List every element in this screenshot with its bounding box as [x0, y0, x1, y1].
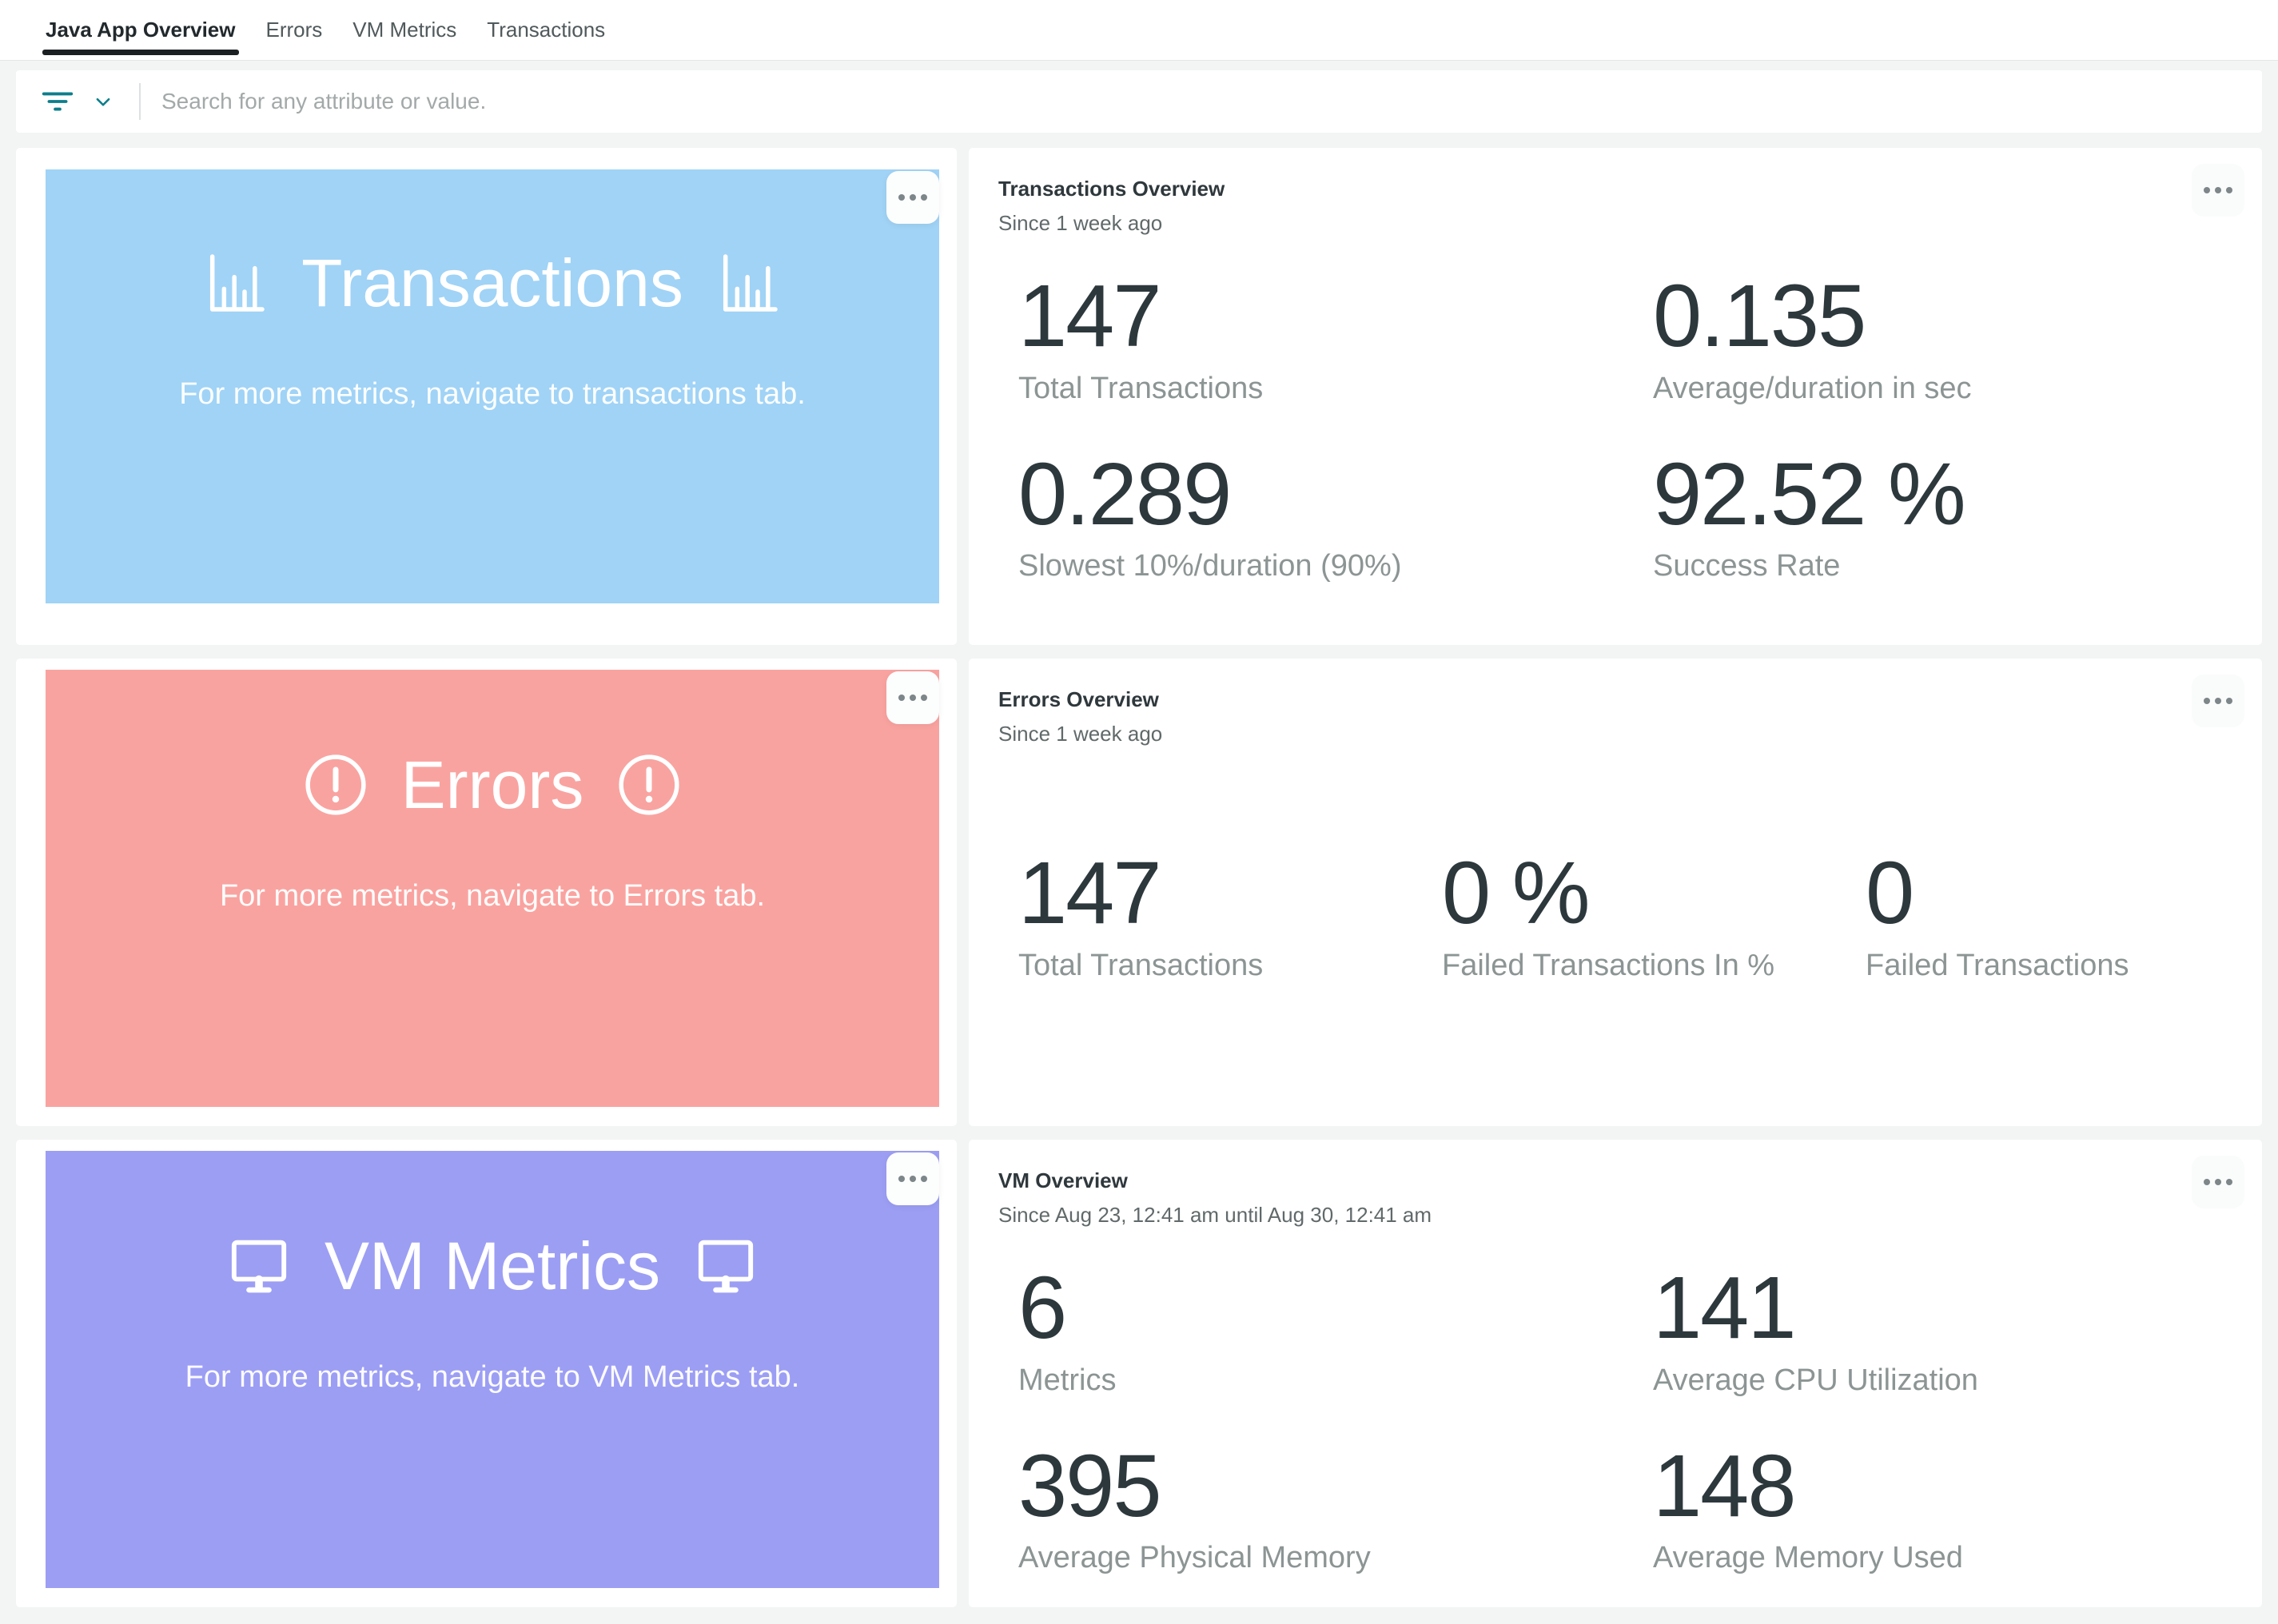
metric-value: 0 [1866, 844, 1914, 943]
metrics-grid: 147 Total Transactions 0 % Failed Transa… [1018, 846, 2230, 983]
bar-chart-icon [723, 254, 778, 312]
alert-circle-icon [619, 754, 679, 816]
banner-subtitle: For more metrics, navigate to Errors tab… [219, 878, 766, 913]
search-input[interactable] [161, 89, 2241, 114]
metric-average-memory-used: 148 Average Memory Used [1653, 1439, 2230, 1576]
transactions-banner-card: Transactions For more metrics, navigate … [16, 148, 957, 645]
overview-time-range: Since 1 week ago [998, 722, 1163, 746]
tab-errors[interactable]: Errors [265, 18, 323, 42]
metric-value: 141 [1653, 1259, 1797, 1357]
vm-overview-card: VM Overview Since Aug 23, 12:41 am until… [969, 1140, 2262, 1607]
transactions-overview-card: Transactions Overview Since 1 week ago 1… [969, 148, 2262, 645]
metric-metrics-count: 6 Metrics [1018, 1261, 1653, 1398]
metric-label: Total Transactions [1018, 948, 1264, 982]
ellipsis-menu-button[interactable] [886, 171, 939, 224]
metric-slowest-duration: 0.289 Slowest 10%/duration (90%) [1018, 444, 1653, 584]
metric-label: Success Rate [1653, 549, 1841, 583]
row-vm-metrics: VM Metrics For more metrics, navigate to… [16, 1140, 2262, 1607]
metric-value: 395 [1018, 1436, 1162, 1535]
ellipsis-menu-button[interactable] [886, 1152, 939, 1205]
ellipsis-menu-button[interactable] [2192, 675, 2244, 727]
metric-value: 148 [1653, 1436, 1797, 1535]
metric-value: 6 [1018, 1259, 1067, 1357]
metric-label: Average Memory Used [1653, 1541, 1963, 1575]
metric-total-transactions: 147 Total Transactions [1018, 846, 1442, 983]
metric-label: Average CPU Utilization [1653, 1363, 1978, 1397]
errors-banner-card: Errors For more metrics, navigate to Err… [16, 659, 957, 1126]
metric-label: Average/duration in sec [1653, 371, 1972, 405]
metric-value: 0.289 [1018, 444, 1232, 543]
monitor-icon [231, 1240, 287, 1293]
banner-subtitle: For more metrics, navigate to transactio… [179, 376, 806, 411]
metric-success-rate: 92.52 % Success Rate [1653, 444, 2230, 584]
errors-banner: Errors For more metrics, navigate to Err… [46, 670, 939, 1107]
metric-total-transactions: 147 Total Transactions [1018, 269, 1653, 406]
dashboard-tab-bar: Java App Overview Errors VM Metrics Tran… [0, 0, 2278, 61]
metric-value: 147 [1018, 844, 1162, 943]
banner-title: Transactions [301, 245, 683, 321]
monitor-icon [698, 1240, 754, 1293]
vm-metrics-banner-card: VM Metrics For more metrics, navigate to… [16, 1140, 957, 1607]
ellipsis-menu-button[interactable] [886, 671, 939, 724]
banner-content: Errors For more metrics, navigate to Err… [220, 748, 765, 913]
metric-label: Slowest 10%/duration (90%) [1018, 549, 1402, 583]
vm-metrics-banner: VM Metrics For more metrics, navigate to… [46, 1151, 939, 1588]
metric-average-physical-memory: 395 Average Physical Memory [1018, 1439, 1653, 1576]
overview-time-range: Since 1 week ago [998, 211, 1163, 235]
banner-content: Transactions For more metrics, navigate … [179, 246, 806, 411]
row-errors: Errors For more metrics, navigate to Err… [16, 659, 2262, 1126]
metric-value: 0 % [1442, 844, 1591, 943]
metric-label: Total Transactions [1018, 371, 1264, 405]
filter-icon[interactable] [37, 83, 78, 120]
errors-overview-card: Errors Overview Since 1 week ago 147 Tot… [969, 659, 2262, 1126]
metric-value: 0.135 [1653, 267, 1866, 365]
metric-failed-transactions: 0 Failed Transactions [1866, 846, 2230, 983]
metric-label: Metrics [1018, 1363, 1117, 1397]
metric-label: Failed Transactions In % [1442, 948, 1775, 982]
tab-transactions[interactable]: Transactions [487, 18, 606, 42]
bar-chart-icon [210, 254, 265, 312]
metric-value: 92.52 % [1653, 444, 1966, 543]
metric-average-duration: 0.135 Average/duration in sec [1653, 269, 2230, 406]
chevron-down-icon[interactable] [78, 88, 117, 115]
dashboard-content: Transactions For more metrics, navigate … [0, 148, 2278, 1607]
ellipsis-menu-button[interactable] [2192, 164, 2244, 217]
banner-subtitle: For more metrics, navigate to VM Metrics… [185, 1359, 800, 1394]
metric-average-cpu: 141 Average CPU Utilization [1653, 1261, 2230, 1398]
overview-title: Errors Overview [998, 687, 1159, 711]
search-divider [139, 83, 141, 120]
overview-time-range: Since Aug 23, 12:41 am until Aug 30, 12:… [998, 1203, 1432, 1227]
metric-failed-transactions-pct: 0 % Failed Transactions In % [1442, 846, 1866, 983]
transactions-banner: Transactions For more metrics, navigate … [46, 169, 939, 603]
metrics-grid: 6 Metrics 141 Average CPU Utilization 39… [1018, 1261, 2230, 1575]
metrics-grid: 147 Total Transactions 0.135 Average/dur… [1018, 269, 2230, 583]
overview-title: Transactions Overview [998, 177, 1225, 201]
metric-value: 147 [1018, 267, 1162, 365]
banner-title: Errors [400, 747, 584, 823]
ellipsis-menu-button[interactable] [2192, 1156, 2244, 1208]
row-transactions: Transactions For more metrics, navigate … [16, 148, 2262, 645]
banner-title: VM Metrics [324, 1228, 660, 1304]
tab-java-app-overview[interactable]: Java App Overview [42, 0, 238, 60]
alert-circle-icon [305, 754, 366, 816]
banner-content: VM Metrics For more metrics, navigate to… [185, 1229, 800, 1394]
overview-title: VM Overview [998, 1168, 1128, 1192]
metric-label: Failed Transactions [1866, 948, 2129, 982]
metric-label: Average Physical Memory [1018, 1541, 1371, 1575]
filter-search-bar [16, 70, 2262, 133]
tab-vm-metrics[interactable]: VM Metrics [352, 18, 457, 42]
